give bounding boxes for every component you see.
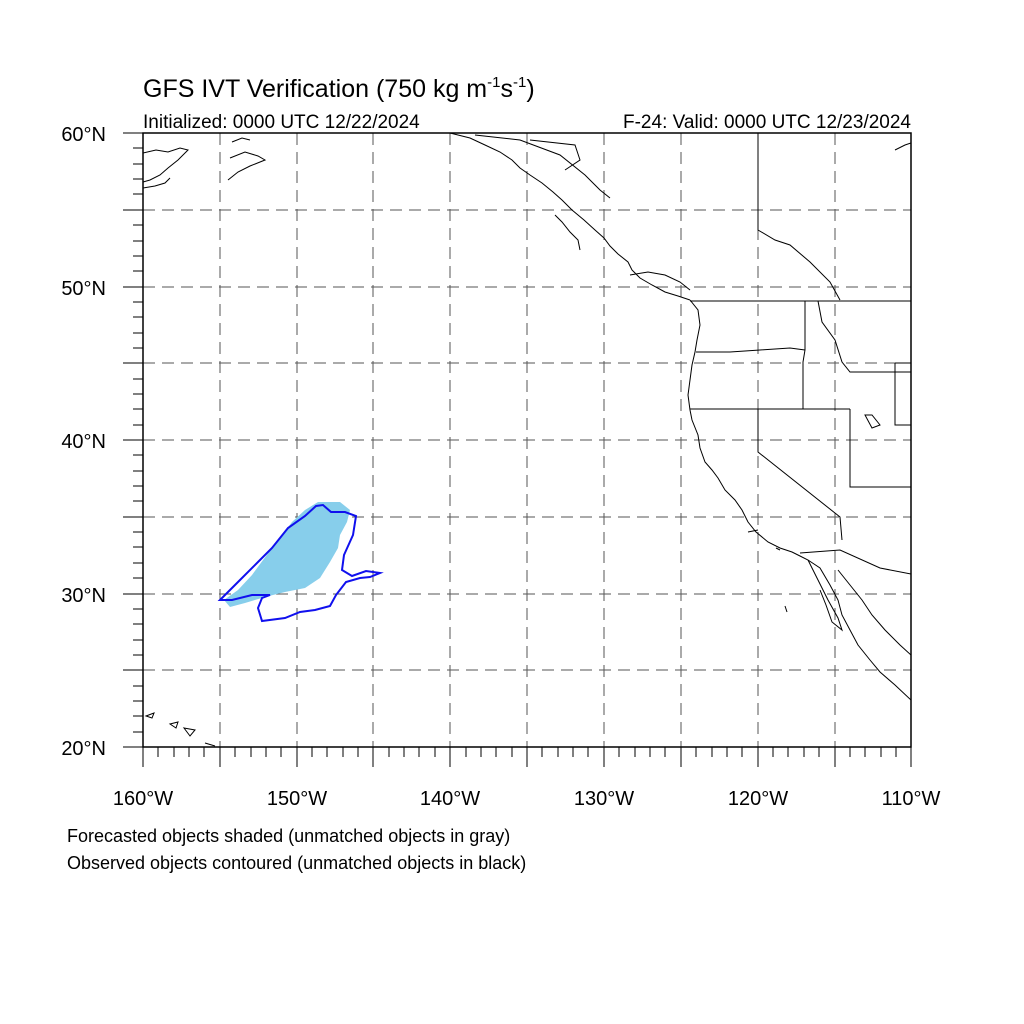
lat-label-60n: 60°N xyxy=(61,124,106,146)
observed-ivt-contour xyxy=(217,503,384,623)
map-panel: 60°N 50°N 40°N 30°N 20°N 160°W 150°W 140… xyxy=(61,124,940,810)
legend-forecast-note: Forecasted objects shaded (unmatched obj… xyxy=(67,826,510,846)
init-time-label: Initialized: 0000 UTC 12/22/2024 xyxy=(143,112,420,133)
lat-ticks xyxy=(123,132,143,748)
forecast-ivt-object xyxy=(224,502,350,607)
lon-label-140w: 140°W xyxy=(420,788,480,810)
coastlines xyxy=(143,133,911,747)
lon-label-160w: 160°W xyxy=(113,788,173,810)
lat-label-20n: 20°N xyxy=(61,738,106,760)
valid-time-label: F-24: Valid: 0000 UTC 12/23/2024 xyxy=(623,112,911,133)
lon-label-110w: 110°W xyxy=(882,788,941,810)
lon-ticks xyxy=(142,747,912,767)
lat-label-40n: 40°N xyxy=(61,431,106,453)
lat-label-50n: 50°N xyxy=(61,278,106,300)
graticule xyxy=(143,133,911,747)
lon-label-150w: 150°W xyxy=(267,788,327,810)
lon-label-120w: 120°W xyxy=(728,788,788,810)
lat-label-30n: 30°N xyxy=(61,585,106,607)
legend-observed-note: Observed objects contoured (unmatched ob… xyxy=(67,853,526,873)
lon-label-130w: 130°W xyxy=(574,788,634,810)
figure-title: GFS IVT Verification (750 kg m-1s-1) xyxy=(143,74,535,103)
